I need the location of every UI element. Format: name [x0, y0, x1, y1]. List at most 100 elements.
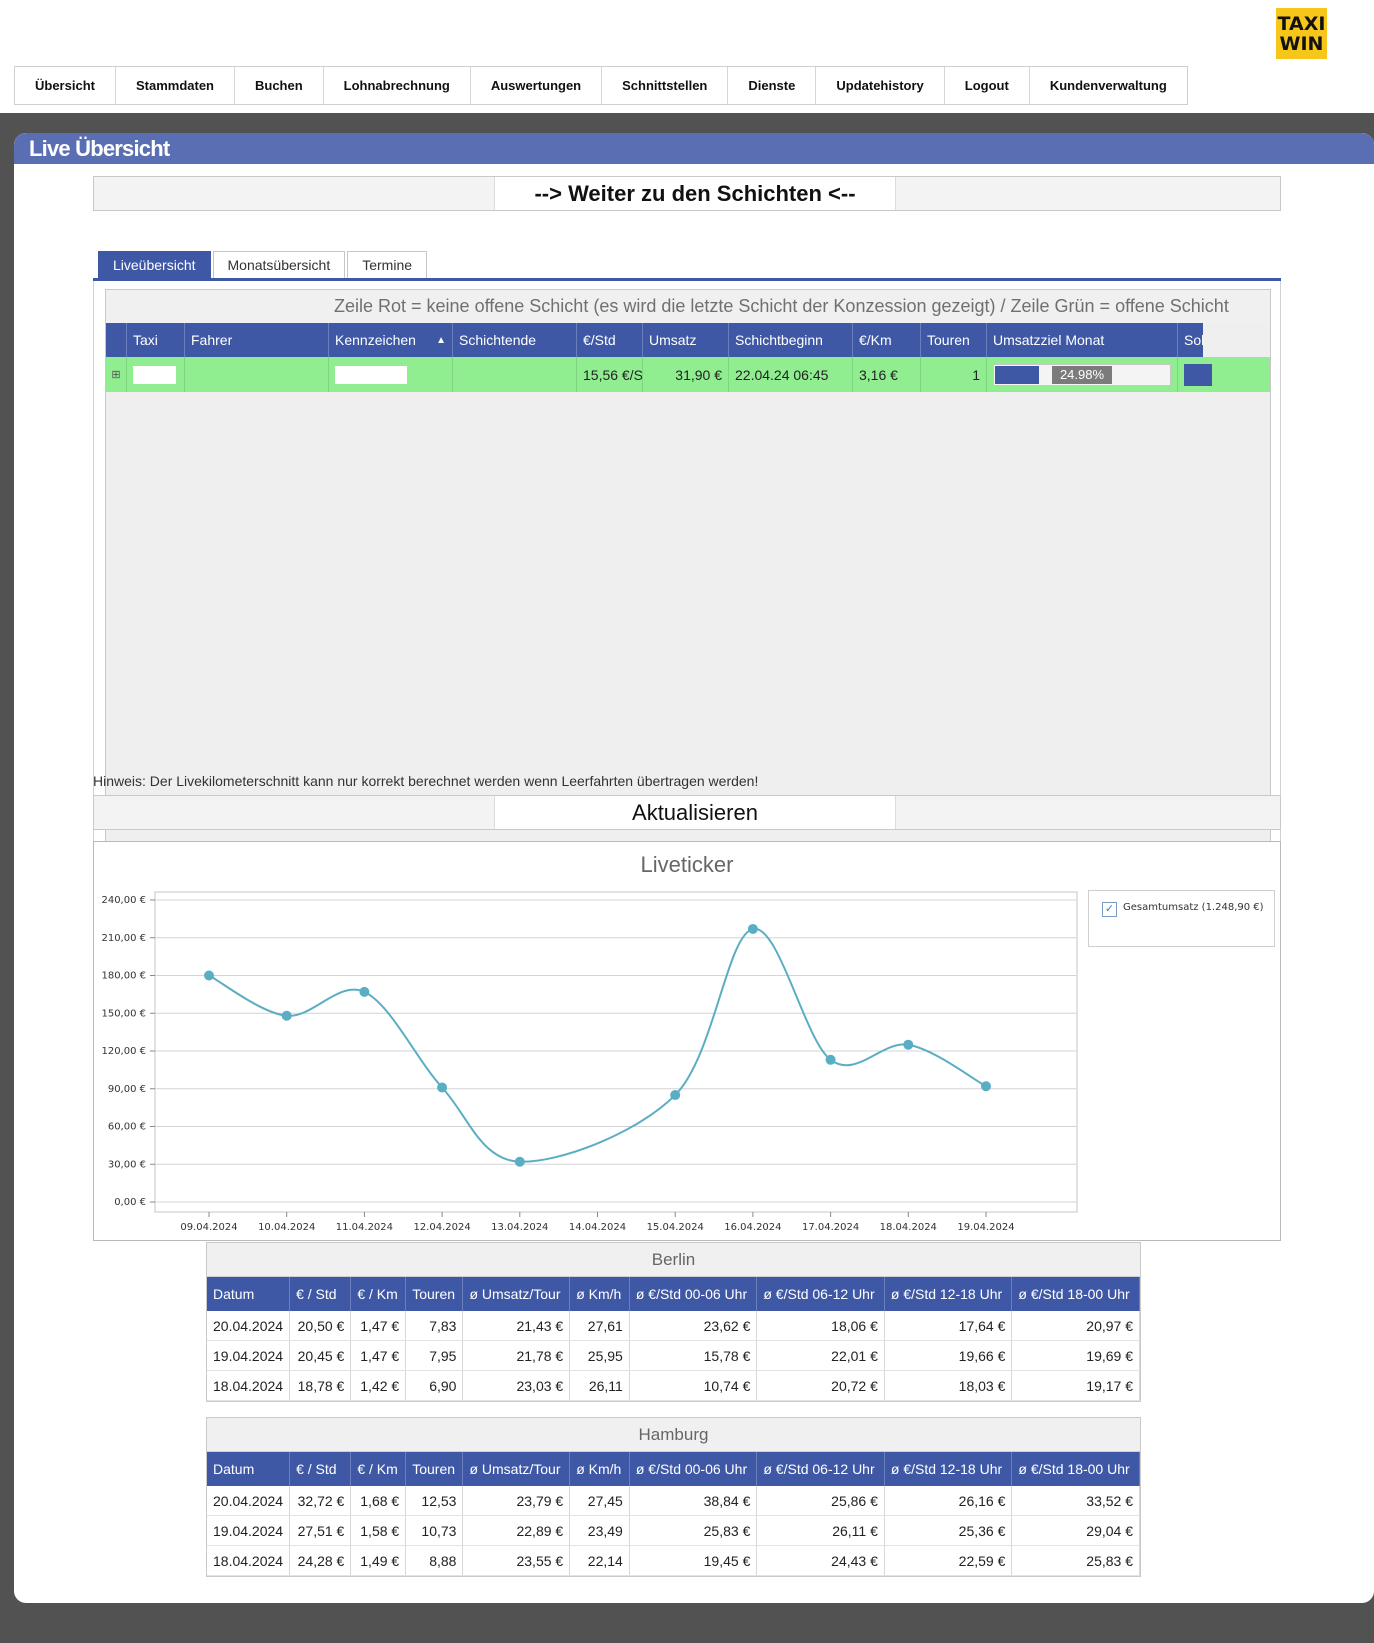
taxi-value-box	[133, 365, 176, 384]
cell-taxi	[127, 357, 185, 392]
tab-monatsuebersicht[interactable]: Monatsübersicht	[212, 251, 346, 278]
logo-line-1: TAXI	[1277, 12, 1326, 35]
x-tick-label: 10.04.2024	[258, 1222, 315, 1233]
col-eur-km[interactable]: € / Km	[350, 1277, 407, 1311]
col-06-12[interactable]: ø €/Std 06-12 Uhr	[756, 1277, 885, 1311]
header-umsatzziel[interactable]: Umsatzziel Monat	[987, 323, 1178, 357]
umsatzziel-progress-bar: 24.98%	[993, 363, 1171, 386]
cell-12-18: 25,36 €	[884, 1515, 1013, 1546]
cell-kmh: 23,49	[569, 1515, 630, 1546]
chart-title: Liveticker	[641, 852, 734, 877]
col-eur-std[interactable]: € / Std	[289, 1277, 352, 1311]
nav-buchen[interactable]: Buchen	[235, 67, 324, 104]
data-point[interactable]	[281, 1010, 292, 1021]
data-point[interactable]	[825, 1054, 836, 1065]
header-taxi[interactable]: Taxi	[127, 323, 185, 357]
col-umsatz-tour[interactable]: ø Umsatz/Tour	[462, 1277, 571, 1311]
header-filler	[1203, 323, 1270, 357]
nav-dienste[interactable]: Dienste	[728, 67, 817, 104]
cell-datum: 18.04.2024	[207, 1370, 291, 1401]
col-datum[interactable]: Datum	[207, 1452, 291, 1486]
data-point[interactable]	[981, 1081, 991, 1092]
col-eur-std[interactable]: € / Std	[289, 1452, 352, 1486]
cell-touren: 7,83	[405, 1311, 464, 1341]
col-06-12[interactable]: ø €/Std 06-12 Uhr	[756, 1452, 885, 1486]
data-point[interactable]	[747, 923, 758, 934]
header-umsatz[interactable]: Umsatz	[643, 323, 729, 357]
cell-datum: 19.04.2024	[207, 1515, 291, 1546]
col-kmh[interactable]: ø Km/h	[569, 1277, 630, 1311]
x-tick-label: 17.04.2024	[802, 1222, 859, 1233]
nav-logout[interactable]: Logout	[945, 67, 1030, 104]
col-kmh[interactable]: ø Km/h	[569, 1452, 630, 1486]
tab-liveuebersicht[interactable]: Liveübersicht	[98, 251, 211, 278]
col-datum[interactable]: Datum	[207, 1277, 291, 1311]
legend-checkbox[interactable]: ✓	[1102, 902, 1117, 917]
data-point[interactable]	[903, 1039, 914, 1050]
header-eur-std[interactable]: €/Std	[577, 323, 643, 357]
data-point[interactable]	[359, 986, 370, 997]
table-row: 18.04.2024 24,28 €1,49 €8,88 23,55 €22,14 1…	[207, 1545, 1140, 1576]
data-point[interactable]	[437, 1082, 448, 1093]
header-sol[interactable]: Sol	[1184, 332, 1203, 348]
header-kennzeichen[interactable]: Kennzeichen ▲	[329, 323, 453, 357]
grid-row-open-shift[interactable]: ⊞ 15,56 €/St 31,90 € 22.04.24 06:45 3,16…	[106, 357, 1270, 392]
progress-fill	[995, 365, 1040, 384]
cell-06-12: 20,72 €	[756, 1370, 885, 1401]
col-touren[interactable]: Touren	[405, 1277, 464, 1311]
table-row: 19.04.2024 20,45 €1,47 €7,95 21,78 €25,95 1…	[207, 1340, 1140, 1371]
berlin-header-row: Datum € / Std € / Km Touren ø Umsatz/Tou…	[207, 1277, 1140, 1311]
chart-legend: ✓ Gesamtumsatz (1.248,90 €)	[1088, 890, 1275, 947]
header-schichtbeginn[interactable]: Schichtbeginn	[729, 323, 853, 357]
header-schichtende[interactable]: Schichtende	[453, 323, 577, 357]
col-12-18[interactable]: ø €/Std 12-18 Uhr	[884, 1452, 1013, 1486]
cell-eur-km: 3,16 €	[853, 357, 921, 392]
data-point[interactable]	[514, 1156, 525, 1167]
cell-eur-km: 1,47 €	[350, 1311, 407, 1341]
x-tick-label: 13.04.2024	[491, 1222, 548, 1233]
nav-uebersicht[interactable]: Übersicht	[15, 67, 116, 104]
cell-umsatz-tour: 22,89 €	[462, 1515, 571, 1546]
x-tick-label: 19.04.2024	[957, 1222, 1014, 1233]
cell-00-06: 38,84 €	[629, 1486, 758, 1516]
header-eur-km[interactable]: €/Km	[853, 323, 921, 357]
legend-series-label: Gesamtumsatz (1.248,90 €)	[1123, 902, 1264, 913]
cell-datum: 19.04.2024	[207, 1340, 291, 1371]
expand-row-icon[interactable]: ⊞	[106, 357, 127, 392]
live-grid: Zeile Rot = keine offene Schicht (es wir…	[105, 289, 1271, 894]
header-fahrer[interactable]: Fahrer	[185, 323, 329, 357]
nav-stammdaten[interactable]: Stammdaten	[116, 67, 235, 104]
cell-touren: 10,73	[405, 1515, 464, 1546]
nav-updatehistory[interactable]: Updatehistory	[816, 67, 945, 104]
cell-06-12: 26,11 €	[756, 1515, 885, 1546]
cell-umsatz-tour: 23,55 €	[462, 1545, 571, 1576]
cell-12-18: 22,59 €	[884, 1545, 1013, 1576]
nav-schnittstellen[interactable]: Schnittstellen	[602, 67, 729, 104]
cell-umsatz-tour: 21,78 €	[462, 1340, 571, 1371]
nav-kundenverwaltung[interactable]: Kundenverwaltung	[1049, 78, 1167, 93]
nav-lohnabrechnung[interactable]: Lohnabrechnung	[324, 67, 471, 104]
col-00-06[interactable]: ø €/Std 00-06 Uhr	[629, 1277, 758, 1311]
col-12-18[interactable]: ø €/Std 12-18 Uhr	[884, 1277, 1013, 1311]
shift-link-button[interactable]: --> Weiter zu den Schichten <--	[494, 177, 896, 210]
data-point[interactable]	[204, 970, 214, 981]
refresh-button[interactable]: Aktualisieren	[494, 796, 896, 829]
col-eur-km[interactable]: € / Km	[350, 1452, 407, 1486]
taxiwin-logo[interactable]: TAXI WIN	[1276, 8, 1327, 59]
col-touren[interactable]: Touren	[405, 1452, 464, 1486]
cell-eur-std: 27,51 €	[289, 1515, 352, 1546]
col-18-00[interactable]: ø €/Std 18-00 Uhr	[1011, 1452, 1140, 1486]
cell-kmh: 27,45	[569, 1486, 630, 1516]
header-touren[interactable]: Touren	[921, 323, 987, 357]
col-umsatz-tour[interactable]: ø Umsatz/Tour	[462, 1452, 571, 1486]
col-18-00[interactable]: ø €/Std 18-00 Uhr	[1011, 1277, 1140, 1311]
col-00-06[interactable]: ø €/Std 00-06 Uhr	[629, 1452, 758, 1486]
main-navigation: Übersicht Stammdaten Buchen Lohnabrechnu…	[14, 66, 1188, 105]
tab-termine[interactable]: Termine	[347, 251, 428, 278]
cell-eur-std: 18,78 €	[289, 1370, 352, 1401]
cell-touren: 12,53	[405, 1486, 464, 1516]
data-point[interactable]	[670, 1090, 681, 1101]
panel-title: Live Übersicht	[14, 133, 1374, 164]
cell-eur-std: 15,56 €/St	[577, 357, 643, 392]
nav-auswertungen[interactable]: Auswertungen	[471, 67, 603, 104]
